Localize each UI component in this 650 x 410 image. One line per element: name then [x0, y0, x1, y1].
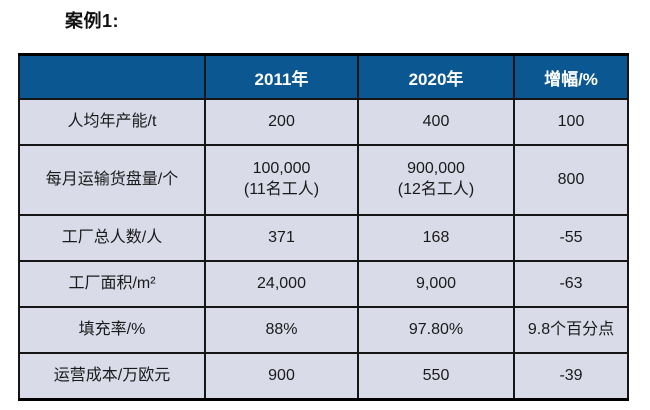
- table-row: 填充率/% 88% 97.80% 9.8个百分点: [18, 306, 629, 354]
- case-comparison-table: 2011年 2020年 增幅/% 人均年产能/t 200 400 100: [18, 53, 629, 401]
- cell-value: 100,000: [252, 160, 311, 178]
- row-label: 每月运输货盘量/个: [18, 144, 206, 216]
- cell-2011: 100,000 (11名工人): [204, 144, 359, 216]
- cell-growth: -55: [513, 214, 629, 262]
- cell-value: 900: [268, 366, 295, 384]
- cell-2011: 371: [204, 214, 359, 262]
- cell-value: 800: [557, 170, 585, 188]
- row-label: 填充率/%: [18, 306, 206, 354]
- header-cell-label: [18, 53, 206, 100]
- cell-value: 9,000: [415, 274, 457, 292]
- cell-value: 9.8个百分点: [527, 320, 615, 338]
- table-header: 2011年 2020年 增幅/%: [18, 53, 629, 100]
- cell-value: -63: [559, 274, 583, 292]
- cell-growth: 800: [513, 144, 629, 216]
- cell-2020: 168: [357, 214, 515, 262]
- table-row: 人均年产能/t 200 400 100: [18, 98, 629, 146]
- header-cell-2011: 2011年: [204, 53, 359, 100]
- cell-value: 200: [268, 112, 295, 130]
- cell-value: -39: [559, 366, 583, 384]
- cell-2020: 97.80%: [357, 306, 515, 354]
- cell-2020: 9,000: [357, 260, 515, 308]
- cell-2011: 900: [204, 352, 359, 401]
- table-row: 工厂面积/m² 24,000 9,000 -63: [18, 260, 629, 308]
- cell-value: 24,000: [257, 274, 306, 292]
- cell-value: 97.80%: [408, 320, 464, 338]
- cell-growth: -63: [513, 260, 629, 308]
- row-label: 工厂面积/m²: [18, 260, 206, 308]
- cell-value: 900,000: [407, 160, 465, 178]
- cell-growth: -39: [513, 352, 629, 401]
- cell-value: 371: [268, 228, 295, 246]
- cell-value: 100: [557, 112, 585, 130]
- row-label: 工厂总人数/人: [18, 214, 206, 262]
- cell-value: 550: [422, 366, 450, 384]
- header-row: 2011年 2020年 增幅/%: [18, 53, 629, 100]
- cell-growth: 100: [513, 98, 629, 146]
- cell-value: 168: [422, 228, 450, 246]
- cell-2020: 550: [357, 352, 515, 401]
- page-title: 案例1:: [65, 11, 120, 31]
- cell-value: 400: [422, 112, 450, 130]
- header-cell-2020: 2020年: [357, 53, 515, 100]
- cell-2011: 200: [204, 98, 359, 146]
- cell-growth: 9.8个百分点: [513, 306, 629, 354]
- row-label: 人均年产能/t: [18, 98, 206, 146]
- table-body: 人均年产能/t 200 400 100 每月运输货盘量/个 100,000 (1…: [18, 98, 629, 401]
- row-label: 运营成本/万欧元: [18, 352, 206, 401]
- table-row: 运营成本/万欧元 900 550 -39: [18, 352, 629, 401]
- table-row: 每月运输货盘量/个 100,000 (11名工人) 900,000 (12名工人…: [18, 144, 629, 216]
- header-cell-growth: 增幅/%: [513, 53, 629, 100]
- cell-2011: 88%: [204, 306, 359, 354]
- cell-2020: 900,000 (12名工人): [357, 144, 515, 216]
- cell-value: 88%: [265, 320, 298, 338]
- table-row: 工厂总人数/人 371 168 -55: [18, 214, 629, 262]
- cell-2020: 400: [357, 98, 515, 146]
- cell-2011: 24,000: [204, 260, 359, 308]
- cell-note: (11名工人): [243, 181, 320, 198]
- cell-note: (12名工人): [397, 181, 475, 198]
- cell-value: -55: [559, 228, 583, 246]
